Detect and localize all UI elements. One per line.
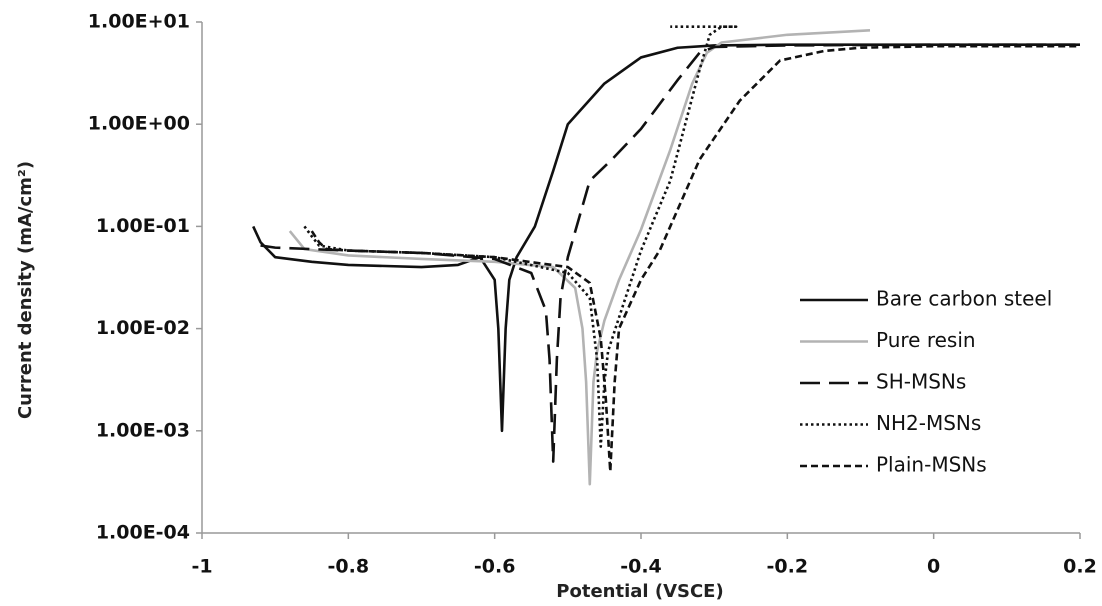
x-tick-label: -0.4 [620,556,662,578]
legend-label: Bare carbon steel [876,287,1052,311]
x-tick-label: -0.2 [767,556,809,578]
x-tick-label: 0.2 [1063,556,1097,578]
y-tick-label: 1.00E-01 [96,215,190,237]
y-tick-label: 1.00E-02 [96,317,190,339]
page: {"chart_data": { "type": "line", "x_labe… [0,0,1102,606]
y-tick-label: 1.00E-04 [96,522,190,544]
y-tick-label: 1.00E+01 [88,11,190,33]
series-line [290,30,870,484]
y-tick-label: 1.00E+00 [88,113,190,135]
chart: Potential (VSCE) Current density (mA/cm²… [0,0,1102,606]
series-line [261,45,1080,462]
legend-label: Pure resin [876,328,976,352]
legend-label: NH2-MSNs [876,411,981,435]
legend-label: Plain-MSNs [876,453,987,477]
x-tick-label: -1 [191,556,212,578]
x-tick-label: -0.8 [328,556,370,578]
y-tick-label: 1.00E-03 [96,419,190,441]
x-tick-label: -0.6 [474,556,516,578]
x-axis-title: Potential (VSCE) [556,581,723,602]
y-axis-title: Current density (mA/cm²) [15,161,36,419]
x-tick-label: 0 [927,556,940,578]
legend-label: SH-MSNs [876,370,966,394]
